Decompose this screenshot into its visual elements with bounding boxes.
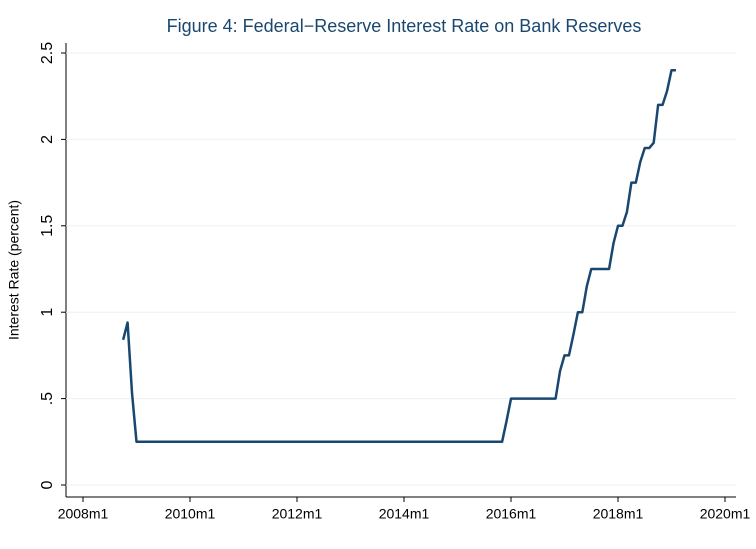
y-tick-label: 0 xyxy=(39,480,56,489)
x-tick-label: 2008m1 xyxy=(58,506,109,522)
x-tick-label: 2016m1 xyxy=(486,506,537,522)
x-tick-label: 2020m1 xyxy=(700,506,751,522)
y-tick-label: .5 xyxy=(39,392,56,405)
x-tick-label: 2010m1 xyxy=(165,506,216,522)
y-tick-label: 1.5 xyxy=(39,215,56,237)
x-tick-label: 2014m1 xyxy=(379,506,430,522)
chart-title: Figure 4: Federal−Reserve Interest Rate … xyxy=(167,16,642,36)
y-axis-label: Interest Rate (percent) xyxy=(6,200,22,340)
y-tick-label: 1 xyxy=(39,308,56,317)
x-tick-label: 2018m1 xyxy=(593,506,644,522)
y-tick-label: 2 xyxy=(39,135,56,144)
x-tick-label: 2012m1 xyxy=(272,506,323,522)
y-tick-label: 2.5 xyxy=(39,42,56,64)
data-line xyxy=(121,69,676,444)
